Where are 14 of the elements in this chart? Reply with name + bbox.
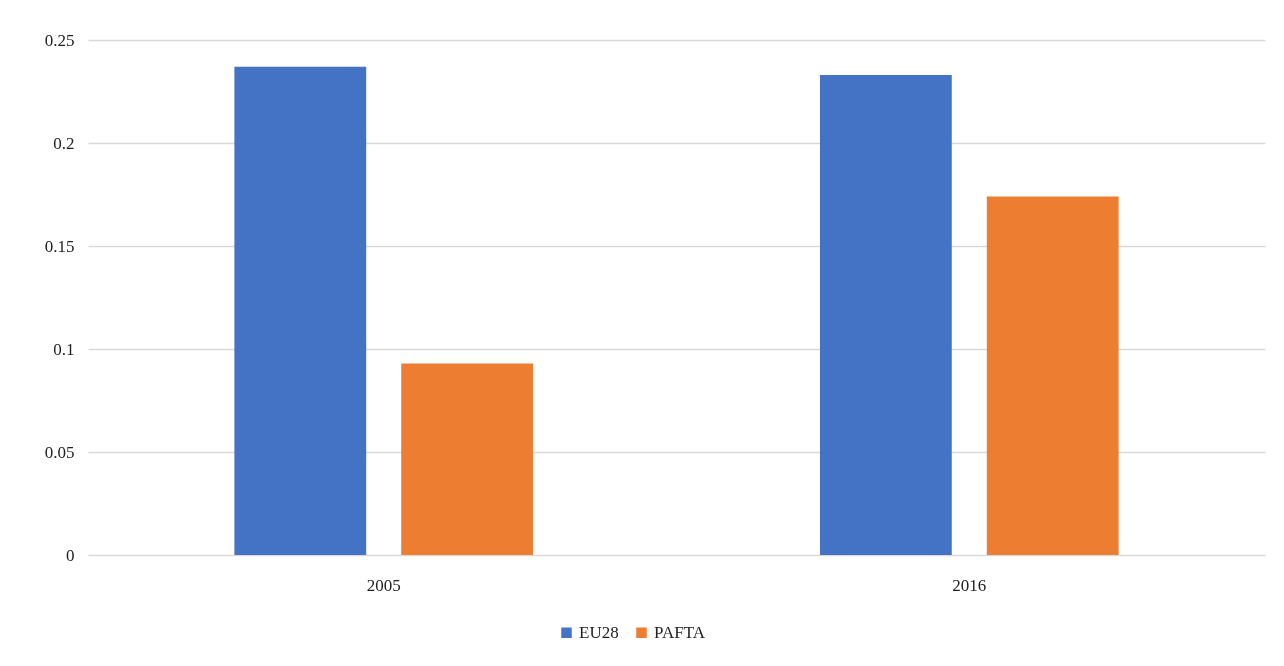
y-tick-label: 0 <box>66 545 75 565</box>
legend-label: PAFTA <box>654 622 706 642</box>
legend-label: EU28 <box>579 622 619 642</box>
y-tick-label: 0.1 <box>53 339 75 359</box>
bar <box>234 66 367 555</box>
x-tick-label: 2005 <box>366 575 401 595</box>
y-tick-label: 0.15 <box>44 236 75 256</box>
y-tick-label: 0.2 <box>53 133 75 153</box>
y-tick-label: 0.05 <box>44 442 75 462</box>
bar <box>986 196 1119 555</box>
bar <box>819 75 952 555</box>
bar <box>401 363 534 555</box>
y-tick-label: 0.25 <box>44 30 75 50</box>
x-tick-label: 2016 <box>952 575 987 595</box>
